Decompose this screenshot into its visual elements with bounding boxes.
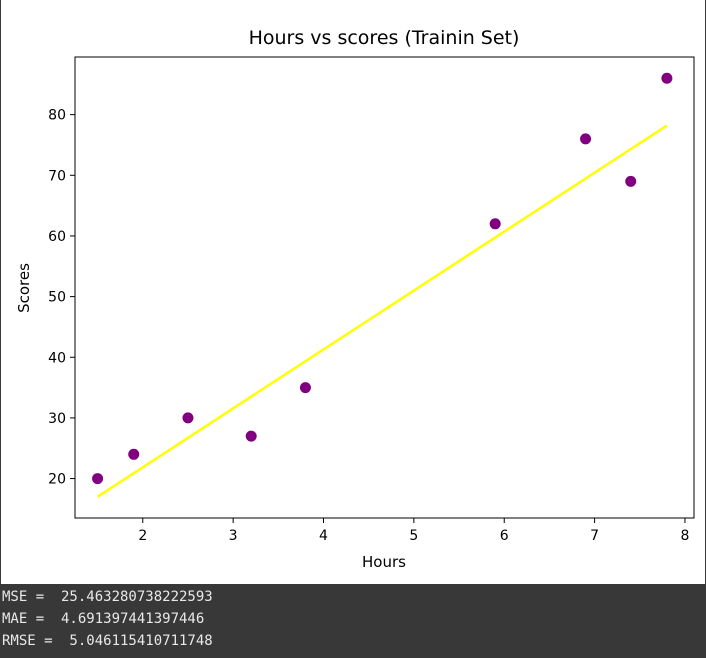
x-tick-label: 7 xyxy=(590,528,599,544)
y-axis-ticks: 20 30 40 50 60 70 80 xyxy=(48,108,75,488)
rmse-output: RMSE = 5.046115410711748 xyxy=(2,633,213,649)
data-point xyxy=(92,473,104,485)
data-point xyxy=(625,175,637,187)
scatter-chart: Hours vs scores (Trainin Set) 2 3 4 5 6 7 8 20… xyxy=(15,27,695,571)
data-point xyxy=(489,218,501,230)
y-tick-label: 40 xyxy=(48,350,66,366)
y-tick-label: 80 xyxy=(48,108,66,124)
regression-line xyxy=(96,124,668,498)
x-axis-ticks: 2 3 4 5 6 7 8 xyxy=(138,518,689,544)
x-tick-label: 6 xyxy=(500,528,509,544)
data-point xyxy=(661,72,673,84)
data-point xyxy=(580,133,592,145)
x-tick-label: 8 xyxy=(681,528,690,544)
series-layer xyxy=(92,72,673,498)
x-tick-label: 2 xyxy=(138,528,147,544)
y-tick-label: 30 xyxy=(48,411,66,427)
y-tick-label: 60 xyxy=(48,229,66,245)
data-point xyxy=(128,448,140,460)
output-panel: MSE = 25.463280738222593 MAE = 4.6913974… xyxy=(0,584,706,658)
y-axis-label: Scores xyxy=(15,263,33,313)
data-point xyxy=(245,430,257,442)
x-tick-label: 5 xyxy=(409,528,418,544)
axes-frame xyxy=(74,56,695,519)
y-tick-label: 20 xyxy=(48,472,66,488)
data-point xyxy=(299,382,311,394)
x-axis-label: Hours xyxy=(362,553,406,571)
chart-title: Hours vs scores (Trainin Set) xyxy=(249,27,520,49)
plot-area: Hours vs scores (Trainin Set) 2 3 4 5 6 7 8 20… xyxy=(0,0,706,584)
mae-output: MAE = 4.691397441397446 xyxy=(2,611,205,627)
data-point xyxy=(182,412,194,424)
mse-output: MSE = 25.463280738222593 xyxy=(2,589,213,605)
x-tick-label: 3 xyxy=(229,528,238,544)
y-tick-label: 70 xyxy=(48,168,66,184)
x-tick-label: 4 xyxy=(319,528,328,544)
y-tick-label: 50 xyxy=(48,290,66,306)
